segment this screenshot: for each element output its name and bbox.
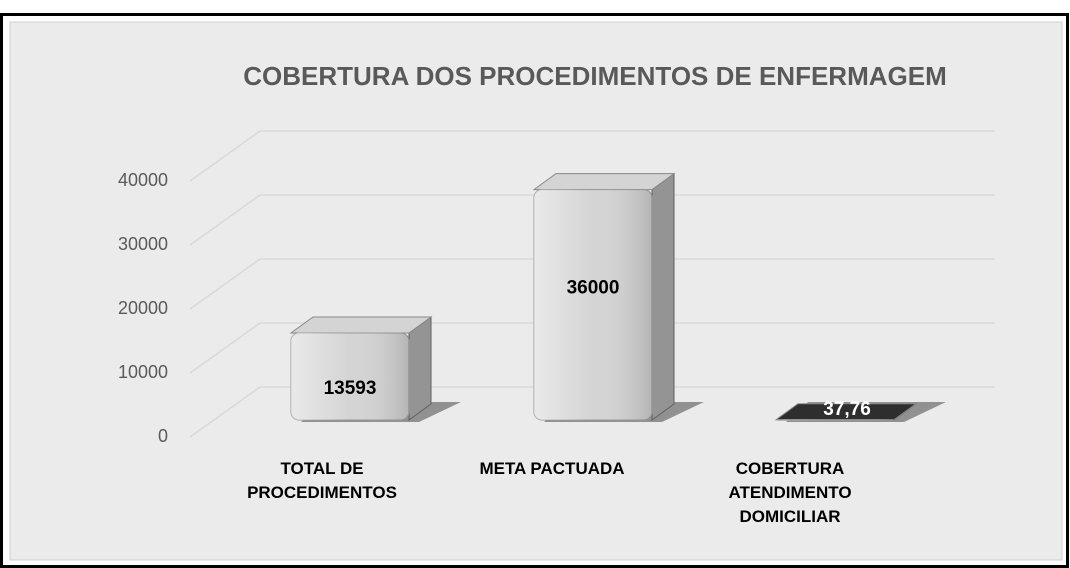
bar-top — [289, 316, 433, 334]
grid-line — [189, 194, 995, 246]
x-tick-label: META PACTUADA — [479, 459, 625, 478]
x-tick-label: COBERTURA ATENDIMENTO DOMICILIAR — [728, 459, 852, 526]
bar-side — [408, 316, 432, 421]
bar-top — [532, 173, 676, 191]
y-tick-label: 0 — [158, 426, 168, 446]
bar-shine — [291, 333, 409, 420]
chart-title: COBERTURA DOS PROCEDIMENTOS DE ENFERMAGE… — [243, 61, 947, 91]
grid-line — [189, 130, 995, 182]
grid-line — [189, 322, 995, 374]
bar-shine — [534, 189, 652, 420]
x-tick-label: TOTAL DE PROCEDIMENTOS — [247, 459, 397, 502]
value-label: 36000 — [567, 278, 620, 299]
value-label: 37,76 — [823, 399, 871, 420]
y-tick-label: 10000 — [118, 362, 168, 382]
grid-line — [189, 386, 995, 438]
y-tick-label: 20000 — [118, 298, 168, 318]
bar — [289, 316, 461, 422]
bar-shine — [776, 419, 894, 421]
value-label: 13593 — [324, 378, 377, 399]
bar — [532, 172, 704, 422]
bar — [774, 402, 946, 422]
grid-line — [189, 258, 995, 310]
y-tick-label: 30000 — [118, 234, 168, 254]
bar-side — [651, 172, 675, 421]
y-tick-label: 40000 — [118, 170, 168, 190]
